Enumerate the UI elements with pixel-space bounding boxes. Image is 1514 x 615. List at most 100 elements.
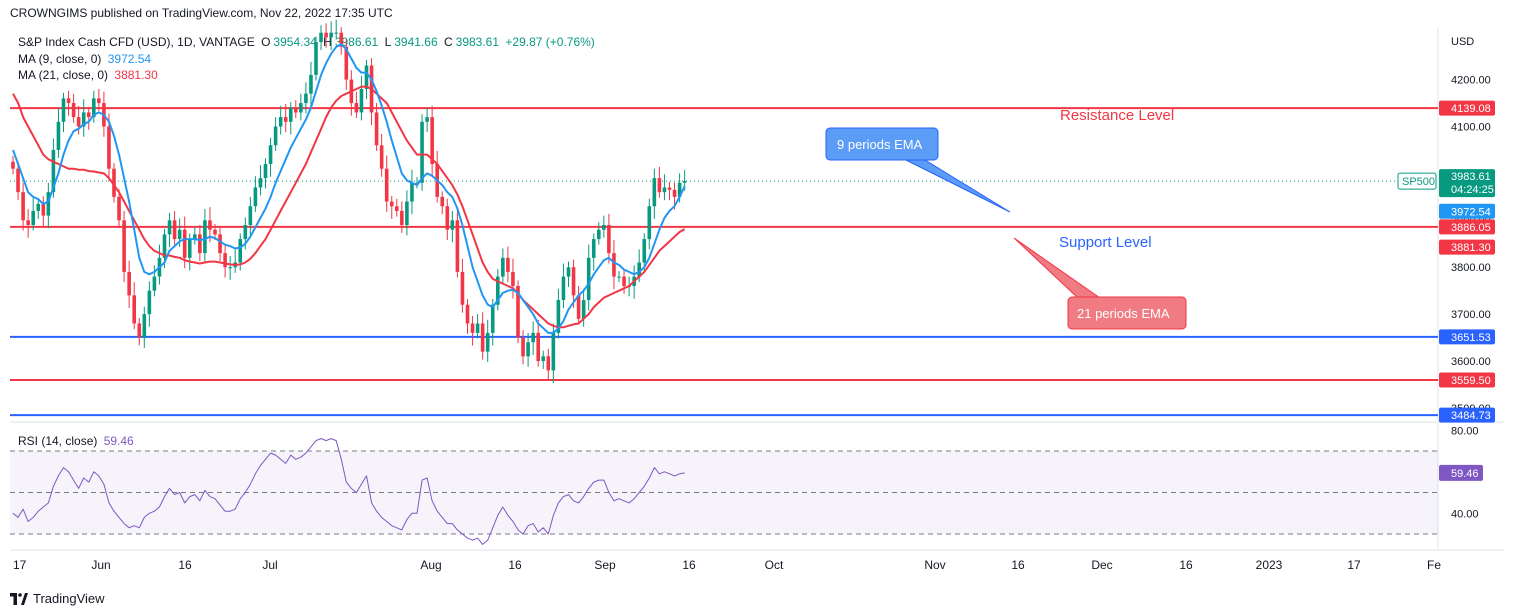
candle-body [551, 332, 556, 371]
candle-body [46, 192, 51, 216]
time-tick-label: Sep [594, 558, 616, 572]
high-label: H [323, 35, 332, 49]
candle-body [662, 187, 667, 193]
close-value: 3983.61 [455, 35, 500, 49]
candle-body [586, 257, 591, 301]
ma21-value: 3881.30 [114, 68, 158, 82]
time-tick-label: 17 [1347, 558, 1361, 572]
candle-body [576, 295, 581, 319]
candle-body [238, 239, 243, 263]
candle-body [425, 117, 429, 122]
candle-body [420, 121, 424, 183]
candle-body [329, 32, 333, 38]
candle-body [41, 203, 46, 216]
symbol-title: S&P Index Cash CFD (USD), 1D, VANTAGE [18, 35, 255, 49]
candle-body [642, 239, 647, 263]
candle-body [51, 149, 56, 193]
candle-body [460, 271, 465, 305]
candle-body [612, 253, 616, 277]
candle-body [152, 276, 157, 291]
price-tag-label: 3559.50 [1451, 375, 1491, 387]
candle-body [61, 98, 66, 122]
tradingview-logo-icon [10, 592, 28, 605]
candle-body [162, 234, 167, 258]
candle-body [581, 300, 586, 319]
candle-body [304, 93, 308, 104]
rsi-value-tag-label: 59.46 [1451, 468, 1479, 480]
price-tick-label: 3800.00 [1451, 262, 1491, 274]
candle-body [672, 189, 677, 197]
open-value: 3954.34 [273, 35, 317, 49]
price-tag-label: 4139.08 [1451, 103, 1491, 115]
candle-body [228, 267, 232, 269]
candle-body [177, 229, 182, 240]
candle-body [657, 178, 662, 193]
time-tick-label: Jul [262, 558, 277, 572]
ma9-legend: MA (9, close, 0) 3972.54 [18, 52, 154, 66]
price-tag [1439, 372, 1495, 388]
candle-body [309, 74, 313, 94]
candle-body [187, 239, 192, 258]
candle-body [213, 229, 217, 235]
candle-body [617, 276, 621, 278]
candle-body [677, 182, 682, 197]
candle-body [591, 239, 596, 258]
rsi-value-tag [1439, 464, 1483, 481]
candle-body [374, 112, 379, 146]
candle-body [324, 32, 328, 38]
rsi-tick-label: 40.00 [1451, 508, 1479, 520]
candle-body [516, 285, 520, 338]
rsi-line [12, 438, 685, 545]
candle-body [531, 332, 535, 343]
price-tag [1439, 329, 1495, 345]
candle-body [501, 257, 505, 277]
candle-body [132, 295, 136, 324]
candle-body [208, 220, 212, 230]
high-value: 3986.61 [334, 35, 379, 49]
candle-body [384, 168, 389, 202]
candle-body [622, 276, 626, 286]
candle-body [268, 145, 273, 165]
candle-body [167, 220, 172, 235]
candle-body [86, 112, 91, 118]
candle-body [193, 234, 197, 240]
candle-body [571, 267, 576, 296]
time-tick-label: Fe [1427, 558, 1441, 572]
candle-body [652, 178, 657, 207]
time-tick-label: Dec [1091, 558, 1112, 572]
candle-body [556, 300, 561, 333]
price-tag-label: 3983.61 [1451, 171, 1491, 183]
price-tag [1439, 169, 1495, 198]
candle-body [445, 206, 450, 230]
candle-body [526, 342, 530, 357]
candle-body [480, 323, 485, 352]
candle-body [470, 323, 475, 333]
price-tag-label: 3972.54 [1451, 206, 1491, 218]
publisher-note: CROWNGIMS published on TradingView.com, … [10, 6, 393, 20]
candle-body [263, 164, 268, 179]
price-tag [1439, 100, 1495, 116]
rsi-label: RSI (14, close) [18, 434, 98, 448]
ema21-line [12, 85, 686, 329]
candle-body [637, 262, 641, 277]
candle-body [223, 253, 227, 268]
symbol-tag [1397, 172, 1437, 190]
candle-body [283, 117, 288, 122]
candle-body [182, 229, 187, 258]
price-tag [1439, 203, 1495, 219]
candle-body [455, 220, 460, 272]
candle-body [147, 290, 152, 315]
time-tick-label: Aug [420, 558, 441, 572]
candle-body [137, 323, 142, 338]
candle-body [597, 229, 601, 240]
price-tag [1439, 239, 1495, 255]
candle-body [561, 276, 566, 301]
candle-body [294, 107, 298, 113]
close-label: C [443, 35, 453, 49]
candle-body [536, 332, 540, 362]
candle-body [76, 117, 81, 127]
candle-body [521, 337, 525, 357]
candle-body [506, 257, 510, 272]
